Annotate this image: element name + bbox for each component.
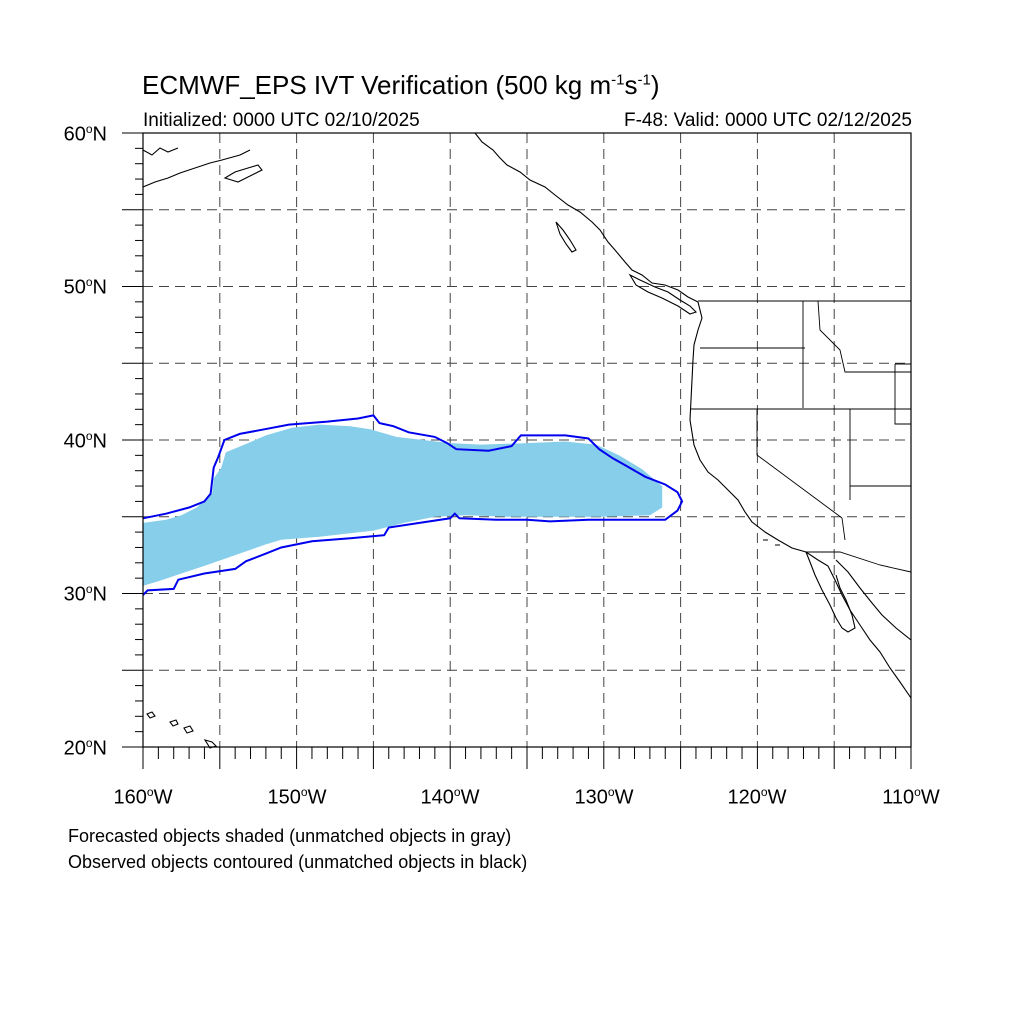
lon-label-120w: 120oW	[727, 785, 787, 809]
lat-label-40n: 40oN	[63, 429, 107, 453]
island-hawaii	[203, 739, 218, 749]
coastline-gulf-california	[835, 559, 912, 641]
island-channel	[763, 539, 780, 546]
coastline-us-west	[689, 301, 912, 699]
border-wy	[894, 363, 911, 425]
lat-label-20n: 20oN	[63, 736, 107, 760]
island-haida-gwaii	[555, 221, 577, 253]
coastlines	[142, 132, 912, 749]
observed-object-contour	[142, 414, 684, 596]
coastline-alaska-bc	[474, 132, 699, 303]
footnote-forecast: Forecasted objects shaded (unmatched obj…	[68, 826, 512, 846]
island-kauai	[146, 711, 156, 719]
footnote-observed: Observed objects contoured (unmatched ob…	[68, 852, 528, 872]
lat-label-30n: 30oN	[63, 582, 107, 606]
lon-label-140w: 140oW	[420, 785, 480, 809]
initialized-label: Initialized: 0000 UTC 02/10/2025	[143, 110, 420, 131]
axis-ticks	[122, 132, 912, 769]
lat-label-50n: 50oN	[63, 275, 107, 299]
lon-label-110w: 110oW	[882, 785, 940, 809]
coastline-alaska-peninsula	[142, 149, 251, 188]
island-oahu	[169, 719, 179, 727]
forecast-object	[143, 424, 663, 586]
lon-label-160w: 160oW	[113, 785, 173, 809]
lat-label-60n: 60oN	[63, 122, 107, 146]
border-us-mexico	[806, 551, 912, 573]
island-maui	[183, 725, 194, 734]
border-ca-nv	[756, 409, 843, 519]
map-title: ECMWF_EPS IVT Verification (500 kg m-1s-…	[142, 70, 660, 100]
coastline-alaska-west	[142, 147, 179, 156]
lon-label-150w: 150oW	[267, 785, 327, 809]
coastline-baja	[805, 551, 856, 633]
state-borders	[691, 300, 912, 573]
border-id-mt	[817, 300, 911, 373]
border-az-ca	[841, 517, 846, 541]
island-vancouver	[628, 273, 698, 315]
island-kodiak	[223, 164, 263, 183]
lon-label-130w: 130oW	[574, 785, 634, 809]
valid-label: F-48: Valid: 0000 UTC 02/12/2025	[624, 110, 912, 131]
